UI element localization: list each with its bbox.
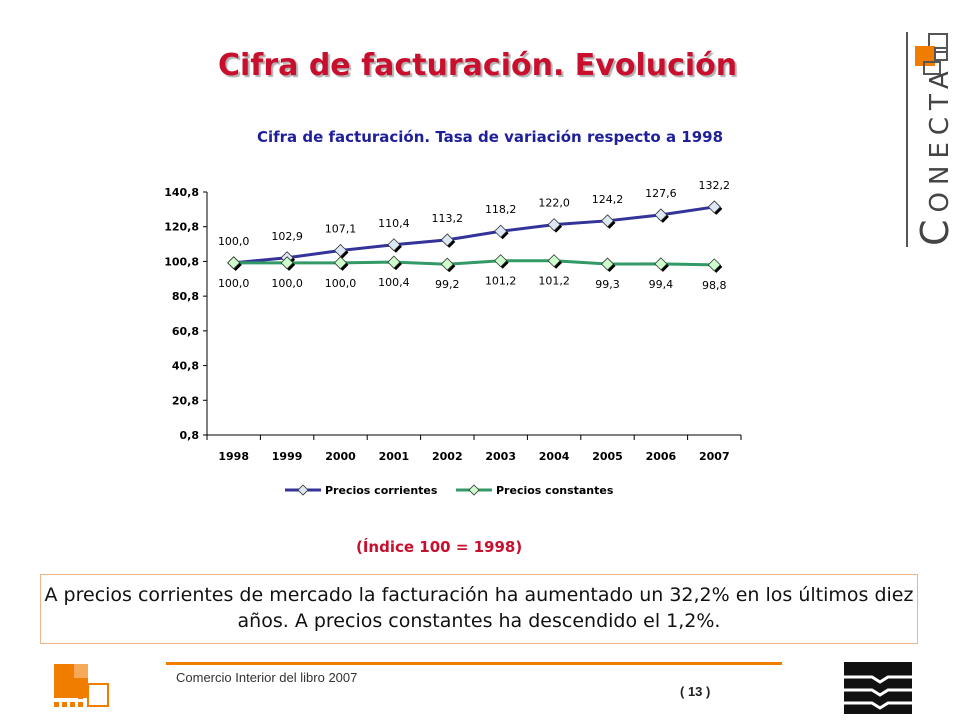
y-tick-label: 120,8 <box>164 221 199 234</box>
data-label: 99,4 <box>649 278 674 291</box>
data-label: 100,0 <box>218 277 250 290</box>
data-point <box>333 256 348 270</box>
data-label: 99,3 <box>595 278 620 291</box>
data-label: 100,0 <box>218 235 250 248</box>
x-tick-label: 2006 <box>646 450 677 463</box>
data-point <box>654 208 668 222</box>
series-line-1 <box>233 259 715 267</box>
x-tick-label: 2004 <box>539 450 570 463</box>
y-tick-label: 20,8 <box>172 394 199 407</box>
x-tick-label: 2003 <box>485 450 516 463</box>
x-tick-label: 1999 <box>272 450 303 463</box>
data-label: 100,0 <box>325 277 357 290</box>
data-label: 101,2 <box>485 275 517 288</box>
x-tick-label: 2005 <box>592 450 623 463</box>
y-tick-label: 140,8 <box>164 186 199 199</box>
y-tick-label: 60,8 <box>172 325 199 338</box>
data-point <box>440 233 454 247</box>
x-tick-label: 2002 <box>432 450 463 463</box>
conecta-squares-icon <box>915 33 948 75</box>
footer-rule <box>166 662 782 665</box>
data-point <box>387 238 401 252</box>
data-label: 113,2 <box>432 212 464 225</box>
data-label: 124,2 <box>592 193 624 206</box>
data-point <box>600 257 615 271</box>
data-point <box>280 256 294 270</box>
legend-label: Precios constantes <box>496 484 614 497</box>
y-tick-label: 80,8 <box>172 290 199 303</box>
legend-swatch-marker <box>468 484 480 496</box>
data-point <box>547 218 561 232</box>
data-label: 99,2 <box>435 278 460 291</box>
data-label: 122,0 <box>538 197 570 210</box>
data-label: 132,2 <box>699 179 731 192</box>
series-line-0 <box>233 205 715 265</box>
data-label: 98,8 <box>702 279 727 292</box>
data-label: 101,2 <box>538 275 570 288</box>
data-point <box>494 254 508 268</box>
data-point <box>547 254 561 268</box>
conecta-footer-logo-icon <box>54 664 109 707</box>
data-label: 118,2 <box>485 203 517 216</box>
data-label: 100,4 <box>378 276 410 289</box>
x-tick-label: 2001 <box>379 450 410 463</box>
data-label: 110,4 <box>378 217 410 230</box>
brand-divider <box>906 32 908 247</box>
summary-box: A precios corrientes de mercado la factu… <box>40 574 918 644</box>
footer-source: Comercio Interior del libro 2007 <box>176 670 358 685</box>
data-label: 107,1 <box>325 222 357 235</box>
data-label: 100,0 <box>271 277 303 290</box>
data-point <box>654 257 668 271</box>
slide-title: Cifra de facturación. Evolución <box>218 48 738 83</box>
data-label: 102,9 <box>271 230 303 243</box>
data-point <box>707 258 721 272</box>
data-point <box>494 224 508 238</box>
legend-swatch-marker <box>297 484 309 496</box>
y-tick-label: 100,8 <box>164 255 199 268</box>
y-tick-label: 40,8 <box>172 360 199 373</box>
chart-title: Cifra de facturación. Tasa de variación … <box>256 128 724 146</box>
summary-text: A precios corrientes de mercado la factu… <box>44 584 914 632</box>
data-label: 127,6 <box>645 187 677 200</box>
publisher-logo-icon <box>844 662 912 714</box>
data-point <box>387 255 401 269</box>
data-point <box>227 256 241 270</box>
x-tick-label: 2000 <box>325 450 356 463</box>
y-tick-label: 0,8 <box>180 429 200 442</box>
data-point <box>707 200 721 214</box>
legend-label: Precios corrientes <box>325 484 438 497</box>
data-point <box>600 214 615 228</box>
page-number: ( 13 ) <box>680 684 711 699</box>
data-point <box>440 257 454 271</box>
index-note: (Índice 100 = 1998) <box>356 538 523 556</box>
x-tick-label: 1998 <box>218 450 249 463</box>
x-tick-label: 2007 <box>699 450 730 463</box>
